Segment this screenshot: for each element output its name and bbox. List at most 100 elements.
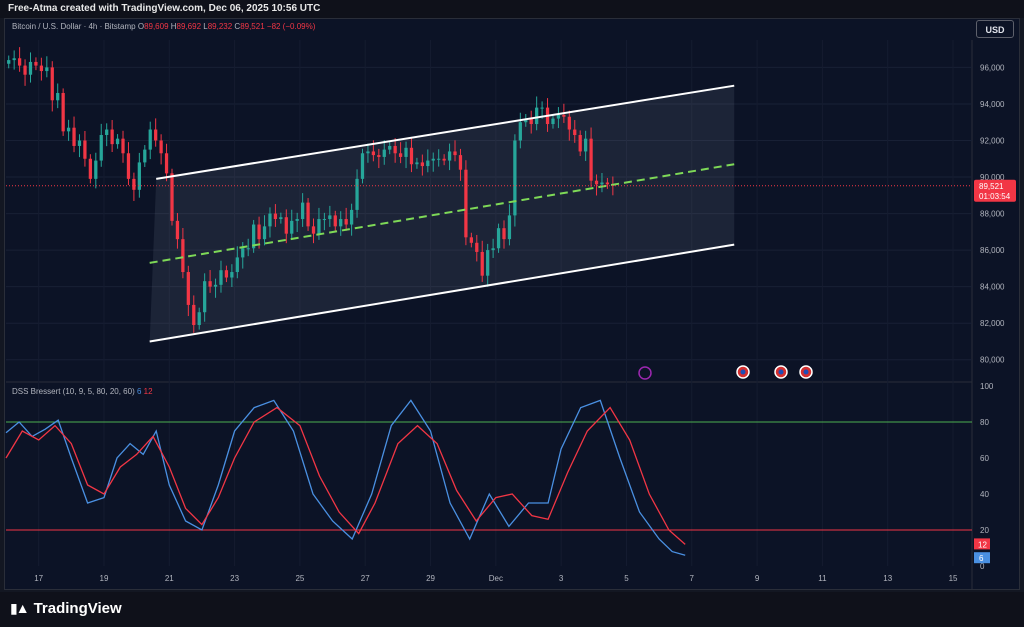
time-tick-label: 29 (426, 574, 435, 583)
candle-body (382, 149, 386, 157)
candle-body (328, 215, 332, 220)
candle-body (404, 147, 408, 157)
candle-body (605, 182, 610, 185)
candle-body (7, 60, 11, 64)
time-tick-label: Dec (489, 574, 503, 583)
candle-body (415, 162, 419, 165)
candle-body (72, 127, 76, 146)
candle-body (502, 228, 506, 240)
candle-body (524, 118, 528, 123)
osc-tick-label: 100 (980, 382, 994, 391)
candle-body (83, 140, 87, 159)
candle-body (431, 158, 435, 161)
candle-body (333, 215, 337, 227)
candle-body (578, 135, 582, 152)
candle-body (143, 149, 147, 163)
candle-body (458, 155, 463, 170)
candle-body (551, 118, 555, 125)
close-label: C (234, 22, 241, 31)
time-tick-label: 27 (361, 574, 370, 583)
candle-body (409, 147, 414, 165)
osc-tick-label: 60 (980, 454, 989, 463)
candle-body (393, 145, 397, 154)
candle-body (317, 219, 321, 234)
open-value: 89,609 (144, 22, 169, 31)
low-label: L (203, 22, 208, 31)
candle-body (88, 158, 92, 179)
time-tick-label: 21 (165, 574, 174, 583)
candle-body (56, 92, 60, 101)
candle-body (154, 129, 158, 141)
price-tag-box (974, 179, 1016, 202)
candle-body (513, 140, 517, 216)
candle-body (366, 151, 370, 154)
tradingview-brand-text: TradingView (33, 600, 122, 617)
candle-body (273, 213, 278, 220)
event-flag-icon-center (740, 369, 746, 375)
osc-k-tag-value: 6 (979, 554, 984, 563)
channel-upper-line (156, 84, 735, 180)
tradingview-logo-icon: ▮▲ (10, 600, 30, 616)
oscillator-legend: DSS Bressert (10, 9, 5, 80, 20, 60) 6 12 (12, 387, 153, 396)
candle-body (507, 215, 512, 240)
event-flag-icon-center (778, 369, 784, 375)
candle-body (148, 129, 152, 150)
candle-body (132, 178, 136, 190)
candle-body (110, 129, 114, 145)
candle-body (246, 248, 250, 250)
candle-body (61, 92, 65, 132)
currency-button[interactable]: USD (976, 20, 1014, 38)
candle-body (295, 219, 299, 221)
candle-body (377, 155, 381, 157)
candle-body (192, 304, 196, 326)
candle-body (589, 138, 593, 181)
candle-body (486, 250, 490, 276)
symbol-name[interactable]: Bitcoin / U.S. Dollar · 4h · Bitstamp (12, 22, 136, 31)
candle-body (371, 151, 376, 156)
oscillator-name[interactable]: DSS Bressert (10, 9, 5, 80, 20, 60) (12, 387, 135, 396)
dividend-event-icon (638, 366, 652, 380)
channel-fill (149, 85, 735, 342)
price-tag-countdown: 01:03:54 (979, 192, 1011, 201)
candle-body (420, 162, 424, 167)
candle-body (99, 135, 103, 161)
osc-tick-label: 40 (980, 490, 989, 499)
price-tick-label: 82,000 (980, 319, 1005, 328)
price-tick-label: 92,000 (980, 136, 1005, 145)
candle-body (469, 237, 473, 243)
candle-body (306, 202, 310, 227)
candle-body (442, 158, 446, 161)
candle-body (567, 116, 571, 130)
tradingview-logo[interactable]: ▮▲ TradingView (10, 600, 122, 617)
candle-body (164, 153, 169, 174)
chart-caption: Free-Atma created with TradingView.com, … (0, 0, 1024, 18)
candle-body (175, 220, 180, 240)
candle-body (257, 224, 261, 240)
candle-body (339, 219, 343, 227)
candle-body (360, 153, 365, 179)
candle-body (224, 270, 229, 278)
candle-body (349, 209, 354, 225)
time-tick-label: 5 (624, 574, 629, 583)
candle-body (126, 153, 131, 179)
candle-body (322, 219, 327, 221)
channel-lower-line (149, 243, 735, 343)
price-tick-label: 96,000 (980, 63, 1005, 72)
candle-body (556, 114, 561, 119)
candle-body (447, 151, 452, 161)
candle-body (584, 138, 588, 152)
price-tag-value: 89,521 (979, 182, 1004, 191)
candle-body (186, 272, 190, 305)
candle-body (480, 251, 484, 276)
low-value: 89,232 (207, 22, 233, 31)
candle-body (105, 129, 109, 136)
candle-body (491, 248, 495, 251)
candle-body (279, 217, 283, 220)
candle-body (50, 67, 54, 101)
candle-body (34, 61, 38, 66)
candle-body (45, 67, 49, 72)
candle-body (28, 61, 33, 75)
candle-body (219, 270, 223, 285)
candle-body (426, 160, 430, 167)
